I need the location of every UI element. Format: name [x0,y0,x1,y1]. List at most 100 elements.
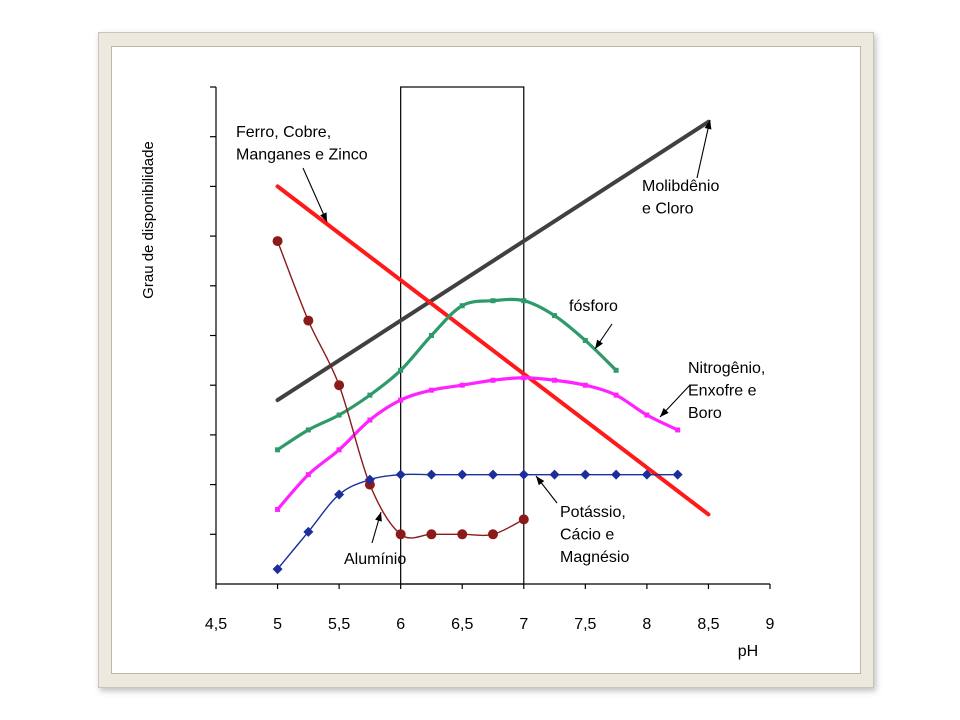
point-potassio-9 [549,469,560,480]
label-ferro-line-0: Ferro, Cobre, [236,124,331,141]
point-nitrogenio-8 [521,375,527,381]
point-nitrogenio-7 [490,377,496,383]
arrowhead-nitrogenio [660,408,669,417]
chart-panel [111,46,861,674]
x-tick-label-0: 4,5 [205,616,227,633]
arrowhead-fosforo [595,339,603,349]
point-potassio-5 [426,469,437,480]
x-tick-label-4: 6,5 [451,616,473,633]
point-potassio-11 [611,469,622,480]
point-potassio-12 [641,469,652,480]
series-ferro-line [275,184,711,517]
x-tick-label-9: 9 [766,616,775,633]
point-nitrogenio-2 [336,447,342,453]
arrow-ferro [302,167,328,223]
point-nitrogenio-12 [644,412,650,418]
label-aluminio: Alumínio [344,551,406,568]
arrowhead-molibdenio [704,120,712,130]
x-tick-label-5: 7 [519,616,528,633]
label-nitrogenio-line-2: Boro [688,405,722,422]
arrowhead-aluminio [375,512,382,522]
point-fosforo-3 [367,392,373,398]
label-nitrogenio: Nitrogênio, Enxofre e Boro [688,360,765,422]
point-nitrogenio-13 [675,427,681,433]
series-nitrogenio [275,375,681,512]
point-potassio-7 [488,469,498,480]
point-fosforo-1 [305,427,311,433]
label-potassio-line-0: Potássio, [560,504,626,521]
label-molibdenio-line-0: Molibdênio [642,178,719,195]
label-molibdenio: Molibdênio e Cloro [642,178,719,218]
point-fosforo-11 [613,367,619,373]
series-nitrogenio-line [275,376,680,512]
point-potassio-10 [580,469,591,480]
label-molibdenio-line-1: e Cloro [642,201,694,218]
point-potassio-2 [334,489,345,500]
annotation-labels: Ferro, Cobre, Manganes e Zinco Molibdênio e… [236,124,765,568]
point-aluminio-6 [457,529,468,540]
point-nitrogenio-0 [275,506,281,512]
point-fosforo-4 [398,367,404,373]
arrowhead-potassio [536,476,545,486]
series-aluminio-line [276,240,525,539]
point-aluminio-0 [272,236,283,247]
arrowhead-ferro [320,212,327,222]
point-fosforo-6 [459,303,465,309]
point-fosforo-8 [521,298,527,304]
point-nitrogenio-10 [582,382,588,388]
label-nitrogenio-line-0: Nitrogênio, [688,360,765,377]
x-tick-label-8: 8,5 [697,616,719,633]
label-ferro-line-1: Manganes e Zinco [236,147,368,164]
label-potassio-line-2: Magnésio [560,549,629,566]
point-potassio-0 [272,564,283,575]
point-nitrogenio-1 [305,472,311,478]
optimal-ph-band [400,86,525,585]
point-nitrogenio-4 [398,397,404,403]
series-fosforo-line [275,297,618,452]
label-ferro: Ferro, Cobre, Manganes e Zinco [236,124,368,164]
series-ferro [275,184,711,517]
x-tick-label-6: 7,5 [574,616,596,633]
label-nitrogenio-line-1: Enxofre e [688,383,757,400]
point-nitrogenio-3 [367,417,373,423]
point-fosforo-5 [428,333,434,338]
point-aluminio-5 [426,529,437,540]
point-aluminio-4 [395,529,406,540]
x-axis-label: pH [738,643,758,660]
axes: 4,5 5 5,5 6 6,5 7 7,5 8 8,5 9 [205,86,775,633]
point-potassio-3 [364,474,375,485]
point-nitrogenio-6 [459,382,465,388]
point-fosforo-0 [275,447,281,453]
label-potassio-line-1: Cácio e [560,527,614,544]
arrow-molibdenio [696,119,711,179]
series-molibdenio [275,119,711,403]
point-potassio-8 [518,469,529,480]
point-aluminio-8 [518,514,529,525]
series-potassio [272,469,683,575]
point-potassio-6 [457,469,468,480]
label-aluminio-line-0: Alumínio [344,551,406,568]
point-fosforo-2 [336,412,342,418]
optimal-ph-rectangle [400,86,525,585]
point-potassio-1 [303,526,314,537]
point-potassio-13 [672,469,683,480]
label-fosforo: fósforo [569,298,618,315]
point-nitrogenio-11 [613,392,619,398]
x-tick-label-3: 6 [396,616,405,633]
y-axis-label: Grau de disponibilidade [140,141,157,299]
point-aluminio-1 [303,315,314,326]
point-potassio-4 [395,469,406,480]
x-tick-label-1: 5 [273,616,282,633]
annotation-arrows [302,119,712,544]
point-fosforo-9 [552,313,558,319]
series-lines [272,119,711,575]
point-fosforo-7 [490,298,496,304]
point-nitrogenio-9 [552,377,558,383]
point-aluminio-2 [334,380,345,391]
series-molibdenio-line [275,119,711,403]
x-tick-label-7: 8 [642,616,651,633]
label-potassio: Potássio, Cácio e Magnésio [560,504,629,566]
point-nitrogenio-5 [428,387,434,393]
series-fosforo [275,297,619,453]
